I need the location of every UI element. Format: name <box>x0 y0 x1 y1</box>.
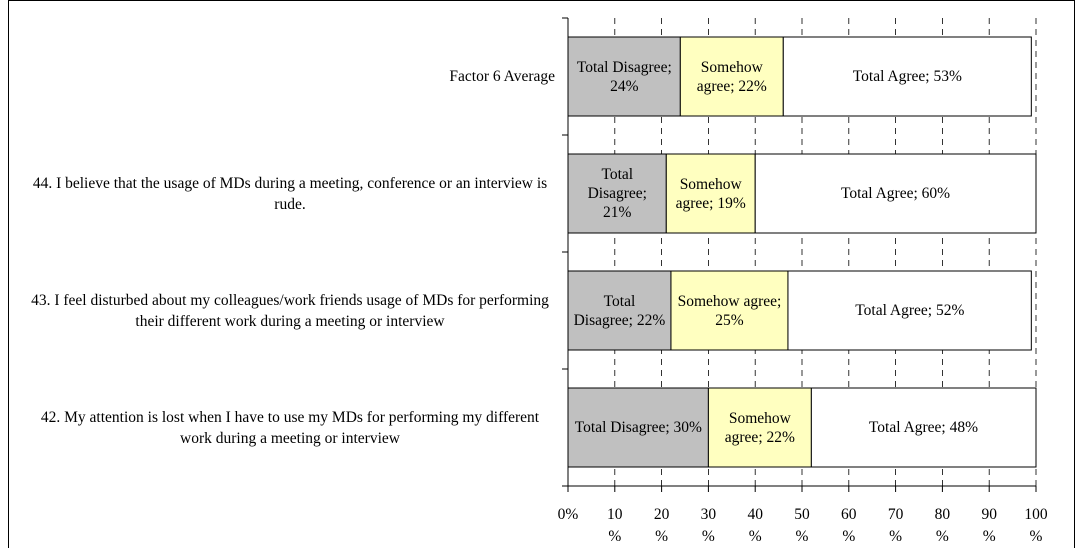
data-label: Total Agree; 60% <box>840 185 951 202</box>
data-label: Somehow agree; 22% <box>724 409 795 446</box>
data-label: Total Disagree; 22% <box>573 292 666 329</box>
x-tick-label: 60 % <box>841 506 857 545</box>
frame <box>8 0 1075 548</box>
category-label: 42. My attention is lost when I have to … <box>40 408 540 447</box>
x-tick-label: 0% <box>557 506 579 523</box>
bar-segment <box>754 153 1037 234</box>
data-label: Total Agree; 52% <box>855 302 965 319</box>
x-tick-label: 50 % <box>794 506 810 545</box>
x-tick-label: 80 % <box>934 506 951 545</box>
bar-segment <box>787 270 1032 351</box>
category-label: 44. I believe that the usage of MDs duri… <box>32 174 548 213</box>
bar-segment <box>665 153 756 234</box>
x-tick-label: 10 % <box>607 506 623 545</box>
data-label: Total Agree; 48% <box>868 419 979 436</box>
bar-segment <box>567 153 667 234</box>
data-label: Somehow agree; 19% <box>675 175 746 212</box>
data-label: Somehow agree; 22% <box>696 58 767 95</box>
x-tick-label: 70 % <box>887 506 904 545</box>
x-tick-label: 30 % <box>700 506 717 545</box>
data-label: Total Disagree; 30% <box>574 419 702 436</box>
bar-segment <box>670 270 789 351</box>
bar-segment <box>567 270 672 351</box>
data-label: Total Disagree; 24% <box>576 58 672 95</box>
x-tick-label: 40 % <box>747 506 763 545</box>
x-tick-label: 90 % <box>981 506 997 545</box>
data-label: Somehow agree; 25% <box>677 292 782 329</box>
category-label: Factor 6 Average <box>449 68 555 85</box>
data-label: Total Agree; 53% <box>852 68 962 85</box>
x-tick-label: 100 % <box>1024 506 1048 545</box>
x-tick-label: 20 % <box>653 506 670 545</box>
bar-segment <box>782 36 1032 117</box>
data-label: Total Disagree; 21% <box>587 166 647 221</box>
category-label: 43. I feel disturbed about my colleagues… <box>31 291 549 330</box>
bar-segment <box>567 387 709 468</box>
bar-segment <box>810 387 1037 468</box>
